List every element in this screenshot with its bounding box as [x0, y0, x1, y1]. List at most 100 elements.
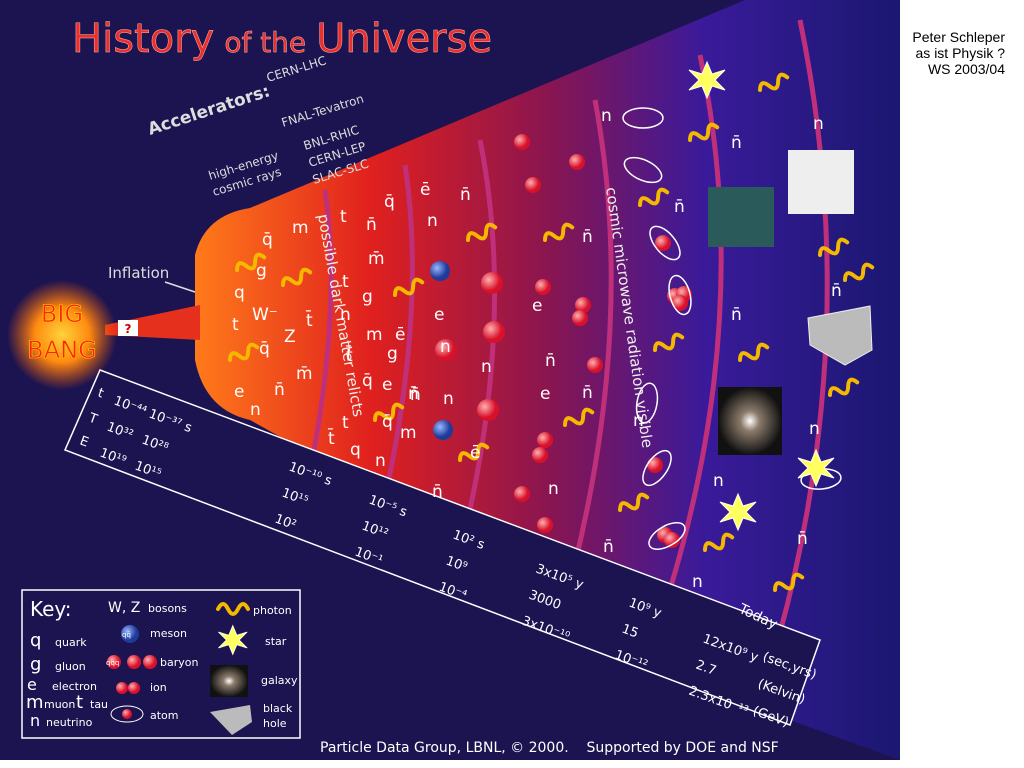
- baryon: [481, 272, 503, 294]
- particle-symbol: m: [366, 325, 383, 345]
- scale-value: 2.7: [694, 658, 719, 679]
- title-part: History: [72, 16, 214, 62]
- key-symbol: W, Z: [108, 600, 140, 616]
- particle-symbol: q̄: [362, 371, 373, 391]
- scale-value: 10²: [273, 512, 299, 534]
- term: WS 2003/04: [928, 61, 1005, 77]
- key-label: photon: [253, 604, 292, 617]
- meson: [433, 420, 453, 440]
- particle-symbol: q̄: [262, 230, 273, 250]
- key-label: ion: [150, 681, 167, 694]
- key-label: neutrino: [46, 716, 93, 729]
- particle-symbol: n: [809, 419, 820, 439]
- key-symbol: qqq: [106, 659, 119, 667]
- scale-value: 10⁹: [444, 554, 470, 576]
- atom: [668, 274, 692, 316]
- big-bang-glow: [7, 280, 117, 390]
- particle-symbol: n: [601, 106, 612, 126]
- key-label: gluon: [55, 660, 86, 673]
- particle: [537, 517, 553, 533]
- particle-symbol: Z: [284, 327, 296, 347]
- particle-symbol: m: [400, 423, 417, 443]
- particle-symbol: t̄: [328, 427, 335, 449]
- particle-symbol: n: [713, 471, 724, 491]
- credit: Particle Data Group, LBNL, © 2000. Suppo…: [320, 740, 779, 756]
- particle-symbol: n̄: [432, 482, 443, 502]
- key-label: bosons: [148, 602, 187, 615]
- particle-symbol: n: [340, 305, 351, 325]
- inflation: Inflation: [108, 264, 169, 282]
- scale-strip: [63, 369, 821, 726]
- particle: [672, 295, 688, 311]
- particle-symbol: n: [813, 114, 824, 134]
- key-label: electron: [52, 680, 97, 693]
- atom: [649, 225, 681, 261]
- particle-symbol: g: [387, 344, 398, 364]
- particle-symbol: q: [234, 283, 245, 303]
- key-atom-core: [122, 709, 132, 719]
- key-label: quark: [55, 636, 87, 649]
- particle-symbol: m̄: [296, 364, 313, 384]
- key-box: [21, 589, 301, 739]
- atom: [623, 156, 663, 184]
- particle-symbol: n: [633, 411, 644, 431]
- particle-symbol: e: [234, 382, 244, 402]
- particle: [655, 235, 671, 251]
- image: [708, 187, 774, 247]
- key-ion: [128, 682, 140, 694]
- particle-symbol: t: [232, 315, 239, 335]
- particle-symbol: q̄: [259, 339, 270, 359]
- black-hole: [807, 305, 873, 366]
- particle: [535, 279, 551, 295]
- particle-symbol: n: [427, 211, 438, 231]
- particle-symbol: q̄: [384, 192, 395, 212]
- particle-symbol: n: [692, 572, 703, 592]
- particle-symbol: t: [342, 272, 349, 292]
- image: [788, 150, 854, 214]
- author: Peter Schleper: [912, 29, 1005, 45]
- particle: [525, 177, 541, 193]
- particle: [647, 457, 663, 473]
- inflation-arrow: [164, 281, 196, 293]
- baryon: [483, 321, 505, 343]
- key-symbol: n: [30, 711, 40, 730]
- key-label: black: [263, 702, 293, 715]
- particle-symbol: n: [250, 400, 261, 420]
- key-baryon: [143, 655, 157, 669]
- key-symbol: t: [76, 692, 83, 713]
- key-atom: [110, 705, 144, 723]
- title-part: Universe: [316, 16, 492, 62]
- key-baryon: [107, 655, 121, 669]
- unknown: ?: [125, 322, 132, 336]
- atom: [635, 382, 659, 424]
- particle-symbol: g: [256, 261, 267, 281]
- key-label: atom: [150, 709, 179, 722]
- particle-symbol: g: [362, 287, 373, 307]
- key-label: meson: [150, 627, 187, 640]
- key-ion: [116, 682, 128, 694]
- baryon: [435, 339, 457, 361]
- particle: [575, 297, 591, 313]
- particle-symbol: n̄: [545, 351, 556, 371]
- unknown-box: [118, 320, 138, 336]
- key-label: hole: [263, 717, 287, 730]
- particle-symbol: n: [548, 479, 559, 499]
- particle: [537, 432, 553, 448]
- particle-symbol: n̄: [408, 384, 419, 404]
- particle-symbol: n̄: [582, 227, 593, 247]
- key-label: baryon: [160, 656, 198, 669]
- particle: [587, 357, 603, 373]
- key-symbol: q: [30, 630, 41, 651]
- meson: [430, 261, 450, 281]
- particle: [569, 154, 585, 170]
- particle-symbol: t̄: [346, 344, 353, 366]
- atom: [642, 449, 672, 487]
- key-title: Key:: [30, 597, 72, 621]
- atom: [622, 107, 664, 129]
- particle: [532, 447, 548, 463]
- particle-symbol: n: [443, 389, 454, 409]
- key-label: galaxy: [261, 674, 298, 687]
- particle-symbol: n̄: [674, 197, 685, 217]
- title-part: of the: [224, 26, 306, 59]
- particle-symbol: n̄: [797, 529, 808, 549]
